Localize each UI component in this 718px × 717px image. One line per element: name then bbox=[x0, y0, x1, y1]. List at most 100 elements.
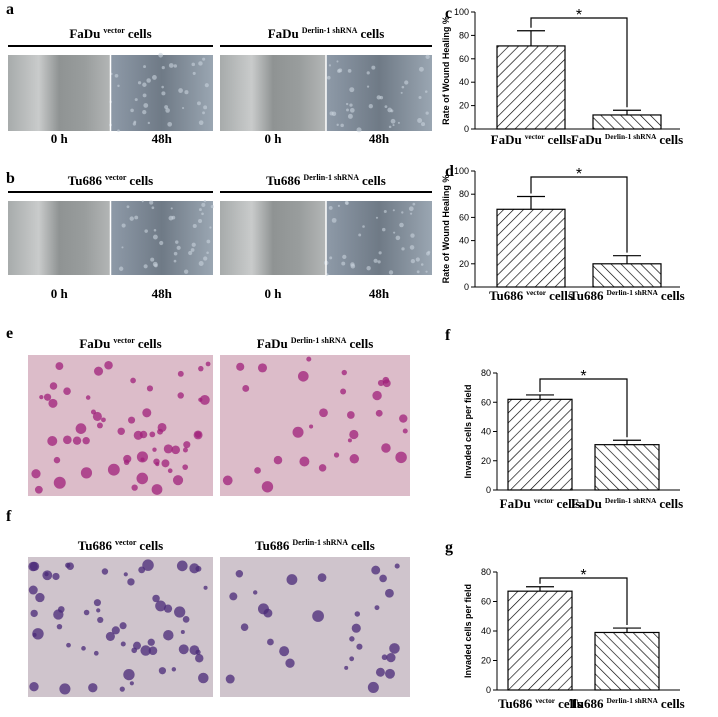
error-bar bbox=[517, 195, 545, 210]
cell bbox=[235, 570, 244, 578]
cell bbox=[133, 120, 137, 124]
cell bbox=[328, 64, 332, 67]
cell bbox=[390, 118, 396, 124]
heading-sup: vector bbox=[103, 26, 125, 35]
cell bbox=[195, 565, 202, 572]
cell bbox=[117, 427, 125, 436]
time-label: 0 h bbox=[51, 286, 69, 301]
heading: FaDu Derlin-1 shRNA cells bbox=[571, 132, 683, 147]
panel-label: f bbox=[445, 327, 451, 344]
cell bbox=[344, 665, 349, 670]
cell bbox=[425, 54, 430, 60]
heading-sup: Derlin-1 shRNA bbox=[606, 696, 658, 705]
heading: FaDu vector cells bbox=[500, 496, 581, 511]
cell bbox=[97, 616, 104, 624]
cell bbox=[159, 240, 164, 246]
cell bbox=[163, 444, 173, 454]
cell bbox=[170, 207, 173, 210]
cell bbox=[101, 417, 106, 423]
cell bbox=[158, 667, 167, 675]
y-tick-label: 0 bbox=[464, 124, 469, 134]
cell bbox=[257, 363, 268, 373]
y-tick-label: 20 bbox=[481, 656, 491, 666]
cell bbox=[96, 422, 103, 429]
time-label: 0 h bbox=[265, 131, 283, 146]
cell bbox=[173, 64, 178, 68]
heading-base: FaDu bbox=[571, 132, 602, 147]
cell bbox=[206, 251, 209, 255]
cell bbox=[85, 395, 91, 400]
cell bbox=[155, 462, 160, 467]
y-tick-label: 40 bbox=[459, 236, 469, 246]
heading: FaDu Derlin-1 shRNA cells bbox=[257, 336, 374, 351]
cell bbox=[286, 574, 298, 585]
cell bbox=[401, 247, 405, 251]
panel-label: e bbox=[6, 325, 13, 342]
cell bbox=[153, 228, 157, 232]
panel-label: g bbox=[445, 539, 453, 556]
cell bbox=[167, 121, 173, 127]
cell bbox=[326, 75, 331, 80]
cell bbox=[204, 83, 209, 88]
heading-sup: vector bbox=[526, 288, 547, 297]
cell bbox=[349, 87, 355, 93]
cell bbox=[197, 101, 201, 106]
heading-base: FaDu bbox=[491, 132, 522, 147]
error-bar bbox=[517, 30, 545, 46]
heading-tail: cells bbox=[659, 496, 683, 511]
y-axis-label: Invaded cells per field bbox=[463, 384, 473, 478]
cell bbox=[409, 212, 413, 215]
cell bbox=[152, 75, 157, 80]
micrograph bbox=[8, 55, 111, 131]
cell bbox=[161, 85, 164, 89]
cell bbox=[190, 248, 195, 252]
cell bbox=[425, 270, 428, 273]
cell bbox=[96, 608, 101, 613]
y-tick-label: 40 bbox=[481, 427, 491, 437]
error-bar bbox=[526, 394, 554, 400]
cell bbox=[346, 108, 349, 112]
heading-sup: vector bbox=[115, 538, 137, 547]
micrograph bbox=[28, 355, 213, 496]
cell bbox=[34, 485, 43, 494]
micrograph bbox=[220, 55, 326, 131]
cell bbox=[341, 369, 347, 376]
cell bbox=[136, 451, 149, 463]
cell bbox=[161, 459, 170, 468]
cell bbox=[149, 200, 154, 205]
cell bbox=[240, 623, 249, 631]
micrograph bbox=[8, 201, 111, 275]
cell bbox=[143, 103, 149, 108]
cell bbox=[136, 472, 149, 485]
cell bbox=[382, 379, 391, 388]
cell bbox=[420, 263, 424, 266]
cell bbox=[374, 605, 380, 611]
cell bbox=[142, 408, 152, 418]
bar bbox=[507, 590, 573, 691]
cell bbox=[366, 85, 370, 88]
heading-base: Tu686 bbox=[569, 696, 604, 711]
significance-bracket bbox=[530, 17, 628, 108]
cell bbox=[129, 681, 134, 686]
cell bbox=[168, 63, 174, 68]
time-label: 48h bbox=[369, 131, 390, 146]
cell bbox=[126, 205, 130, 209]
cell bbox=[393, 231, 396, 234]
heading-tail: cells bbox=[548, 132, 572, 147]
cell bbox=[299, 456, 310, 467]
y-tick-label: 80 bbox=[459, 30, 469, 40]
cell bbox=[337, 69, 341, 73]
cell bbox=[150, 257, 155, 262]
cell bbox=[105, 631, 115, 642]
cell bbox=[140, 457, 145, 462]
cell bbox=[184, 90, 189, 95]
cell bbox=[146, 78, 151, 83]
cell bbox=[347, 438, 352, 443]
error-bar bbox=[613, 627, 641, 633]
cell bbox=[152, 234, 158, 240]
heading-tail: cells bbox=[360, 26, 384, 41]
cell bbox=[199, 394, 210, 405]
cell bbox=[366, 266, 371, 271]
cell bbox=[123, 459, 130, 466]
cell bbox=[198, 208, 202, 212]
